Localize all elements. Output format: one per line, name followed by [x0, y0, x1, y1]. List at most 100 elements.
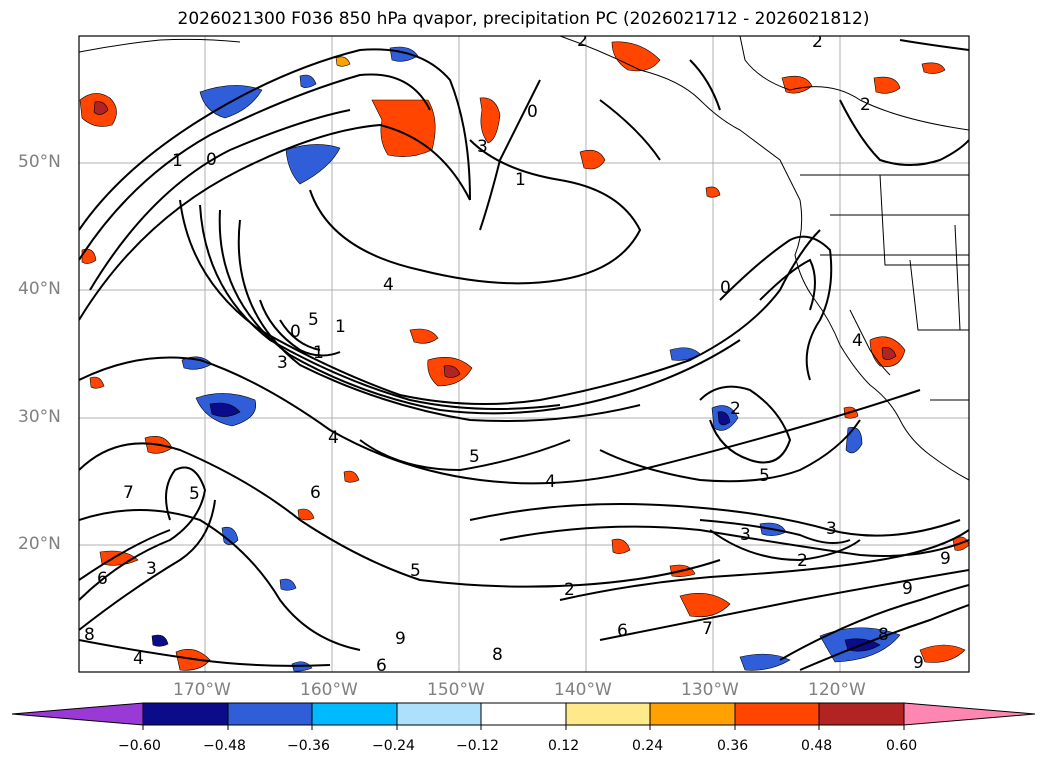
precip-negative-blob [739, 653, 791, 671]
precip-positive-blob [873, 76, 901, 94]
colorbar-segment [480, 702, 567, 726]
precip-positive-blob [881, 347, 897, 360]
precip-negative-blob [279, 578, 297, 591]
lon-label: 150°W [427, 680, 485, 700]
contour-label: 4 [383, 275, 394, 295]
coastlines [79, 36, 969, 481]
colorbar-tick-label: 0.12 [548, 738, 580, 754]
contour-label: 5 [189, 484, 200, 504]
contour-label: 3 [477, 137, 488, 157]
colorbar-segment [396, 702, 482, 726]
colorbar-segment [734, 702, 820, 726]
colorbar [11, 702, 1036, 730]
contour-label: 5 [410, 561, 421, 581]
precip-positive-blob [81, 248, 97, 264]
contour-label: 7 [123, 483, 134, 503]
precip-positive-blob [479, 97, 501, 144]
contour-label: 4 [133, 649, 144, 669]
contour-label: 2 [564, 580, 575, 600]
contour-label: 2 [812, 32, 823, 52]
contour-label: 1 [172, 151, 183, 171]
lat-label: 50°N [18, 152, 61, 172]
colorbar-segment [565, 702, 651, 726]
colorbar-tick-label: 0.48 [801, 738, 833, 754]
contour-label: 4 [545, 472, 556, 492]
colorbar-segment [649, 702, 736, 726]
contour-label: 4 [328, 428, 339, 448]
contour-label: 8 [878, 625, 889, 645]
colorbar-extend-high [903, 702, 1036, 726]
contour-label: 9 [913, 653, 924, 673]
contour-label: 7 [702, 619, 713, 639]
lon-label: 120°W [808, 680, 866, 700]
colorbar-tick-label: −0.60 [118, 738, 161, 754]
colorbar-extend-low [11, 702, 144, 726]
contour-label: 6 [97, 569, 108, 589]
colorbar-tick-label: 0.36 [717, 738, 749, 754]
precip-positive-blob [89, 376, 105, 389]
contour-label: 0 [290, 322, 301, 342]
colorbar-segment [227, 702, 313, 726]
precip-positive-blob [611, 538, 631, 554]
colorbar-tick-label: 0.60 [886, 738, 918, 754]
precip-positive-blob [443, 365, 461, 378]
contour-label: 6 [310, 483, 321, 503]
contour-label: 9 [395, 629, 406, 649]
lon-label: 140°W [554, 680, 612, 700]
map-background [79, 36, 969, 672]
precip-negative-blob [717, 411, 731, 426]
contour-label: 5 [469, 447, 480, 467]
contour-label: 5 [759, 466, 770, 486]
precip-negative-blob [221, 526, 239, 545]
precip-positive-blob [335, 56, 351, 67]
contour-label: 8 [84, 625, 95, 645]
precip-negative-blob [299, 74, 317, 88]
precip-negative-blob [151, 634, 169, 647]
contour-label: 9 [902, 579, 913, 599]
colorbar-tick-label: −0.48 [203, 738, 246, 754]
precip-positive-blob [919, 644, 966, 663]
lat-label: 40°N [18, 279, 61, 299]
colorbar-segment [311, 702, 398, 726]
precip-positive-blob [921, 62, 946, 74]
contour-label: 3 [277, 353, 288, 373]
colorbar-tick-label: −0.24 [372, 738, 415, 754]
lat-label: 20°N [18, 534, 61, 554]
precip-positive-blob [297, 508, 315, 521]
precip-positive-blob [93, 101, 109, 115]
contour-label: 9 [940, 549, 951, 569]
precip-positive-blob [343, 470, 360, 483]
contour-label: 2 [577, 31, 588, 51]
colorbar-tick-label: 0.24 [632, 738, 664, 754]
figure-title: 2026021300 F036 850 hPa qvapor, precipit… [177, 9, 870, 29]
contour-label: 3 [146, 559, 157, 579]
contour-label: 6 [376, 656, 387, 676]
contour-label: 1 [313, 343, 324, 363]
contour-label: 0 [206, 150, 217, 170]
precip-negative-blob [209, 402, 241, 417]
contour-label: 2 [797, 551, 808, 571]
contour-label: 8 [492, 645, 503, 665]
colorbar-tick-label: −0.36 [287, 738, 330, 754]
precip-positive-blob [409, 328, 439, 344]
contour-label-layer: 2 2 2 0 1 3 1 4 5 1 1 0 0 0 4 3 2 4 5 4 … [84, 31, 951, 676]
contour-label: 2 [730, 399, 741, 419]
contour-label: 3 [740, 525, 751, 545]
contour-label: 1 [515, 170, 526, 190]
contour-label: 5 [308, 310, 319, 330]
precip-positive-blob [705, 186, 721, 198]
lon-label: 130°W [681, 680, 739, 700]
lon-label: 160°W [300, 680, 358, 700]
precip-positive-blob [679, 593, 731, 618]
qvapor-contours [79, 39, 969, 671]
contour-label: 6 [617, 621, 628, 641]
precip-positive-blob [579, 149, 606, 170]
lat-label: 30°N [18, 407, 61, 427]
precip-negative-blob [285, 144, 341, 185]
contour-label: 4 [852, 331, 863, 351]
contour-label: 2 [860, 95, 871, 115]
contour-label: 0 [527, 102, 538, 122]
colorbar-segment [818, 702, 905, 726]
colorbar-segment [142, 702, 229, 726]
